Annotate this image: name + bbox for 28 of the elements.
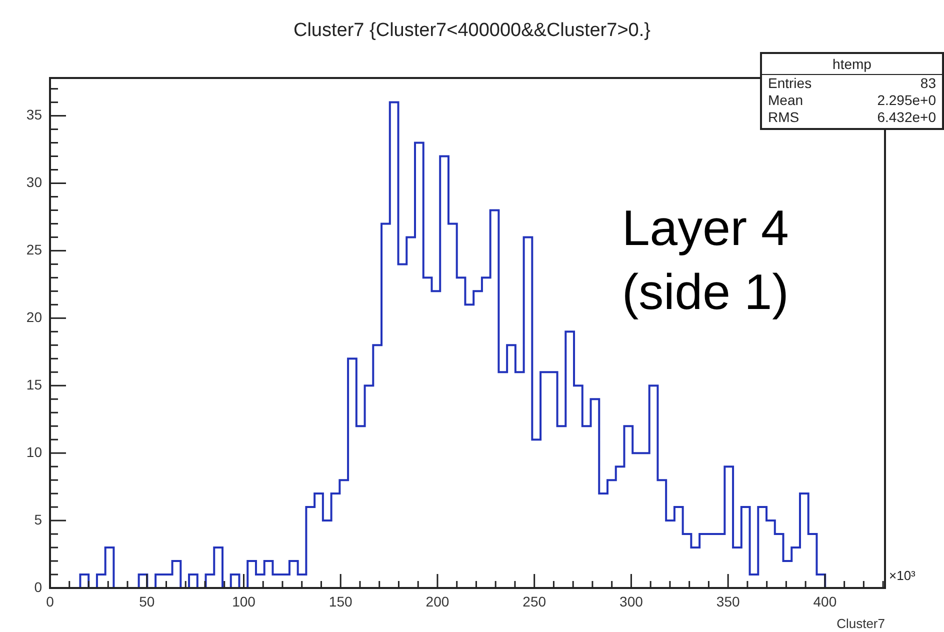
x-tick-label: 250 (522, 593, 546, 610)
y-tick-label: 25 (26, 242, 42, 258)
y-tick-label: 20 (26, 309, 42, 326)
x-tick-label: 200 (426, 593, 450, 610)
y-tick-label: 30 (26, 174, 42, 190)
text: htemp (762, 54, 942, 75)
y-tick-label: 5 (34, 511, 42, 528)
x-tick-label: 300 (620, 593, 644, 610)
x-tick-label: 400 (813, 593, 837, 610)
y-tick-label: 15 (26, 376, 42, 392)
y-tick-label: 0 (34, 578, 42, 595)
x-tick-label: 0 (46, 593, 54, 610)
x-tick-label: 100 (232, 593, 256, 610)
y-tick-label: 35 (26, 106, 42, 123)
text: ×10³ (889, 568, 916, 583)
annotation: Layer 4 (side 1) (622, 199, 790, 322)
x-tick-label: 350 (716, 593, 740, 610)
text: 83 (920, 75, 936, 92)
annotation: 6.432e+0 (877, 109, 936, 126)
x-tick-label: 50 (139, 593, 155, 610)
chart-title: Cluster7 {Cluster7<400000&&Cluster7>0.} (292, 20, 652, 42)
annotation: Entries (768, 75, 812, 92)
annotation: RMS (768, 109, 800, 126)
x-axis-title: Cluster7 (836, 616, 885, 631)
annotation: 2.295e+0 (877, 92, 936, 109)
annotation: Mean (768, 92, 804, 109)
x-tick-label: 150 (328, 593, 352, 610)
y-tick-label: 10 (26, 444, 42, 460)
